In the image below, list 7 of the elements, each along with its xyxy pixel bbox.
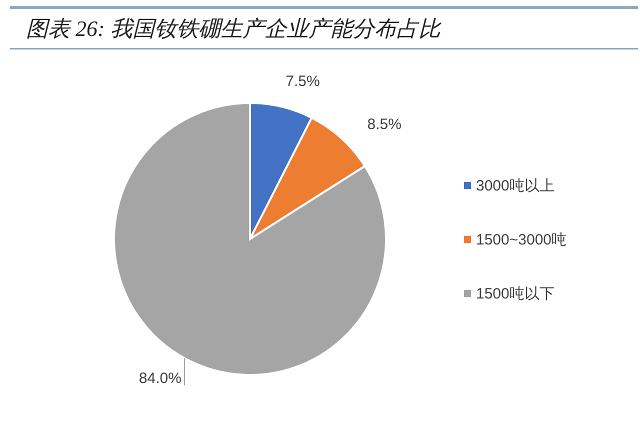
legend-label: 1500吨以下 — [476, 286, 554, 302]
legend-label: 1500~3000吨 — [476, 232, 566, 248]
data-label: 84.0% — [138, 370, 182, 388]
data-label: 7.5% — [286, 73, 320, 90]
chart-title: 图表 26: 我国钕铁硼生产企业产能分布占比 — [26, 16, 442, 41]
legend-label: 3000吨以上 — [476, 178, 554, 194]
data-label: 8.5% — [367, 116, 402, 133]
